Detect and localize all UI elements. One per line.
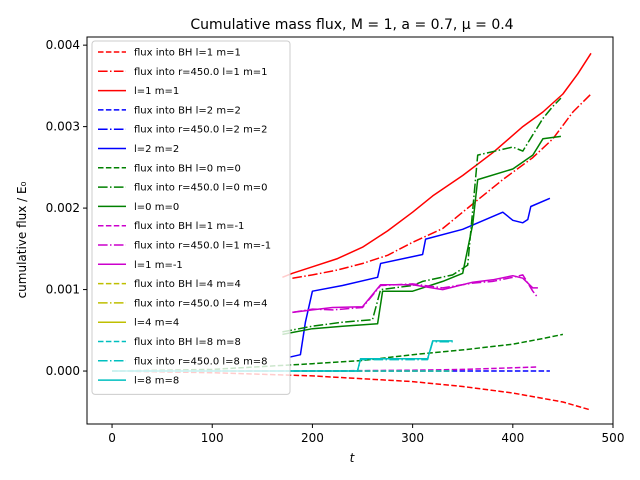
legend: flux into BH l=1 m=1 flux into r=450.0 l=… (91, 40, 291, 395)
chart-title: Cumulative mass flux, M = 1, a = 0.7, μ … (190, 17, 513, 33)
series-line-11 (292, 274, 538, 314)
legend-entry: flux into r=450.0 l=1 m=1 (134, 67, 268, 78)
legend-entry: flux into r=450.0 l=0 m=0 (134, 183, 268, 194)
x-tick-label: 300 (401, 431, 424, 445)
legend-entry: l=8 m=8 (134, 376, 179, 387)
legend-entry: flux into r=450.0 l=8 m=8 (134, 356, 268, 367)
legend-entry: l=1 m=1 (134, 86, 179, 97)
legend-entry: flux into BH l=2 m=2 (134, 105, 241, 116)
x-tick-label: 400 (501, 431, 524, 445)
series-line-17 (112, 340, 453, 372)
x-tick-label: 200 (301, 431, 324, 445)
y-tick-label: 0.001 (46, 283, 80, 297)
legend-entry: flux into BH l=1 m=-1 (134, 221, 244, 232)
x-tick-label: 0 (108, 431, 116, 445)
legend-entry: flux into BH l=4 m=4 (134, 279, 241, 290)
legend-entry: flux into r=450.0 l=2 m=2 (134, 125, 268, 136)
legend-entry: l=0 m=0 (134, 202, 179, 213)
legend-entry: l=1 m=-1 (134, 260, 183, 271)
x-axis-label: t (350, 451, 356, 465)
y-tick-label: 0.002 (46, 201, 80, 215)
series-line-0 (111, 370, 592, 411)
series-line-8 (282, 135, 561, 336)
legend-entry: flux into r=450.0 l=1 m=-1 (134, 241, 271, 252)
legend-box (91, 40, 291, 395)
y-tick-label: 0.003 (46, 120, 80, 134)
legend-entry: l=4 m=4 (134, 318, 179, 329)
series-line-1 (292, 93, 592, 279)
y-tick-label: 0.004 (46, 38, 80, 52)
legend-entry: flux into BH l=8 m=8 (134, 337, 241, 348)
axis-ticks: 0 100 200 300 400 500 0.000 0.001 0.002 0.003 0.00… (46, 38, 625, 445)
legend-entry: l=2 m=2 (134, 144, 179, 155)
series-line-5 (289, 197, 551, 358)
series-line-7 (282, 97, 562, 333)
legend-entry: flux into BH l=0 m=0 (134, 163, 241, 174)
series-line-10 (292, 274, 539, 314)
series-line-2 (282, 52, 592, 278)
y-axis-label: cumulative flux / E₀ (15, 181, 29, 298)
x-tick-label: 500 (602, 431, 625, 445)
legend-entry: flux into r=450.0 l=4 m=4 (134, 298, 268, 309)
legend-entry: flux into BH l=1 m=1 (134, 48, 241, 59)
y-tick-label: 0.000 (46, 364, 80, 378)
plot-frame (86, 36, 614, 425)
x-tick-label: 100 (201, 431, 224, 445)
series-line-6 (111, 333, 564, 372)
